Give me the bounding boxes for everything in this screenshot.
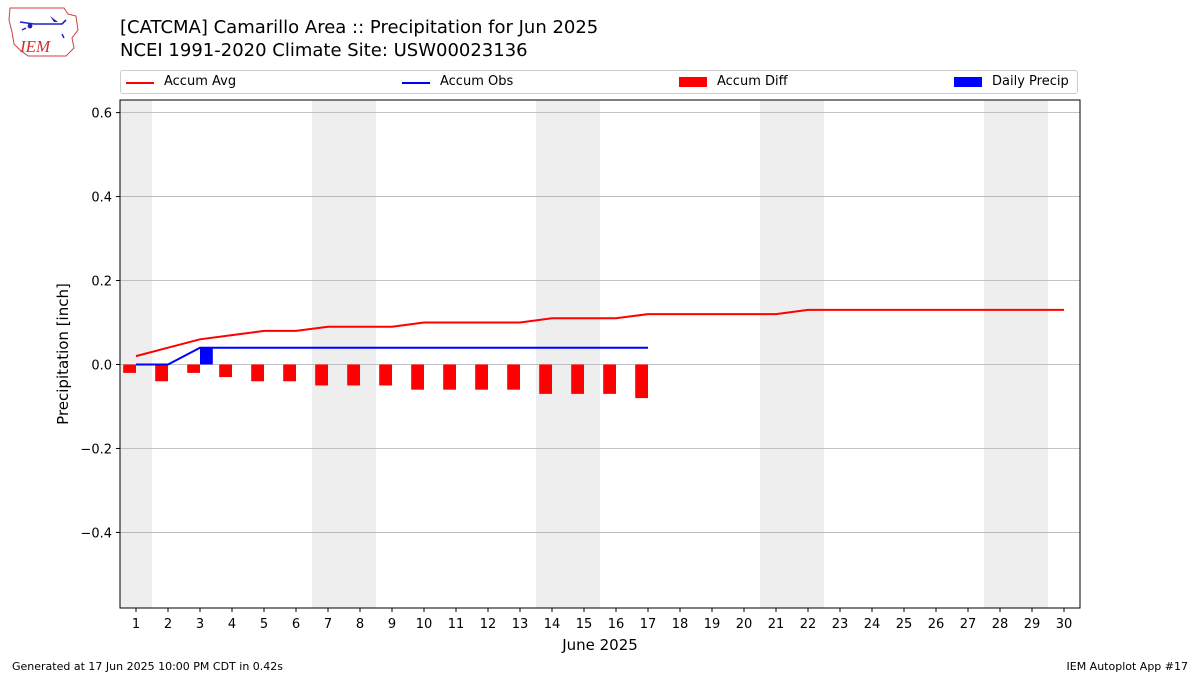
legend-label-accum-diff: Accum Diff [717, 74, 788, 89]
x-tick-label: 9 [388, 617, 396, 632]
x-tick-label: 22 [800, 617, 817, 632]
accum-diff-bar [443, 364, 456, 390]
x-tick-label: 13 [512, 617, 529, 632]
weekend-band [984, 100, 1016, 608]
x-tick-label: 4 [228, 617, 236, 632]
x-tick-label: 1 [132, 617, 140, 632]
accum-diff-bar [251, 364, 264, 382]
accum-avg-line [135, 308, 1064, 358]
x-tick-label: 28 [992, 617, 1009, 632]
accum-diff-bar [347, 364, 360, 386]
accum-diff-bar [379, 364, 392, 386]
x-tick-label: 17 [640, 617, 657, 632]
accum-diff-bar [475, 364, 488, 390]
legend-swatch-accum-obs [402, 82, 430, 84]
footer-app-label: IEM Autoplot App #17 [1066, 660, 1189, 673]
y-tick-label: 0.4 [91, 191, 112, 206]
accum-diff-bar [283, 364, 296, 382]
daily-precip-bar [200, 347, 213, 365]
x-tick-label: 30 [1056, 617, 1073, 632]
accum-diff-bar [155, 364, 168, 382]
x-tick-label: 19 [704, 617, 721, 632]
accum-diff-bar [635, 364, 648, 399]
x-tick-label: 25 [896, 617, 913, 632]
x-tick-label: 15 [576, 617, 593, 632]
x-tick-label: 8 [356, 617, 364, 632]
legend: Accum Avg Accum Obs Accum Diff Daily Pre… [120, 70, 1078, 94]
legend-swatch-daily-precip [954, 77, 982, 87]
accum-diff-bar [187, 364, 200, 373]
accum-diff-bar [571, 364, 584, 394]
x-tick-label: 5 [260, 617, 268, 632]
y-tick-label: 0.0 [91, 358, 112, 373]
x-tick-label: 20 [736, 617, 753, 632]
plot-frame [119, 99, 1081, 609]
accum-diff-bar [603, 364, 616, 394]
chart-title: [CATCMA] Camarillo Area :: Precipitation… [120, 17, 599, 38]
accum-diff-bar [315, 364, 328, 386]
x-tick-label: 27 [960, 617, 977, 632]
footer-generated-text: Generated at 17 Jun 2025 10:00 PM CDT in… [12, 660, 284, 673]
y-tick-label: 0.2 [91, 275, 112, 290]
x-tick-label: 12 [480, 617, 497, 632]
x-tick-label: 3 [196, 617, 204, 632]
weekend-band [1016, 100, 1048, 608]
iem-logo-icon: IEM [8, 7, 79, 57]
x-tick-label: 23 [832, 617, 849, 632]
accum-obs-line [136, 346, 648, 366]
weekend-band [344, 100, 376, 608]
legend-label-daily-precip: Daily Precip [992, 74, 1069, 89]
legend-label-accum-avg: Accum Avg [164, 74, 237, 89]
weekend-band [792, 100, 824, 608]
x-tick-label: 16 [608, 617, 625, 632]
logo-text: IEM [19, 37, 51, 56]
accum-diff-bar [411, 364, 424, 390]
y-tick-label: −0.2 [80, 442, 112, 457]
x-tick-label: 26 [928, 617, 945, 632]
x-tick-label: 11 [448, 617, 465, 632]
x-tick-label: 21 [768, 617, 785, 632]
x-axis-label: June 2025 [561, 636, 638, 654]
x-tick-label: 29 [1024, 617, 1041, 632]
y-tick-label: 0.6 [91, 107, 112, 122]
x-tick-label: 14 [544, 617, 561, 632]
x-tick-label: 10 [416, 617, 433, 632]
accum-diff-bar [123, 364, 136, 373]
x-tick-label: 2 [164, 617, 172, 632]
weekend-band [312, 100, 344, 608]
accum-diff-bar [507, 364, 520, 390]
accum-diff-bar [219, 364, 232, 378]
chart-subtitle: NCEI 1991-2020 Climate Site: USW00023136 [120, 40, 528, 61]
x-tick-label: 7 [324, 617, 332, 632]
x-tick-label: 6 [292, 617, 300, 632]
legend-label-accum-obs: Accum Obs [440, 74, 514, 89]
weekend-band [760, 100, 792, 608]
legend-swatch-accum-avg [126, 82, 154, 84]
x-tick-label: 18 [672, 617, 689, 632]
x-tick-label: 24 [864, 617, 881, 632]
weekend-band [536, 100, 568, 608]
y-axis-label: Precipitation [inch] [54, 283, 72, 425]
accum-diff-bar [539, 364, 552, 394]
y-tick-label: −0.4 [80, 526, 112, 541]
weekend-band [568, 100, 600, 608]
legend-swatch-accum-diff [679, 77, 707, 87]
